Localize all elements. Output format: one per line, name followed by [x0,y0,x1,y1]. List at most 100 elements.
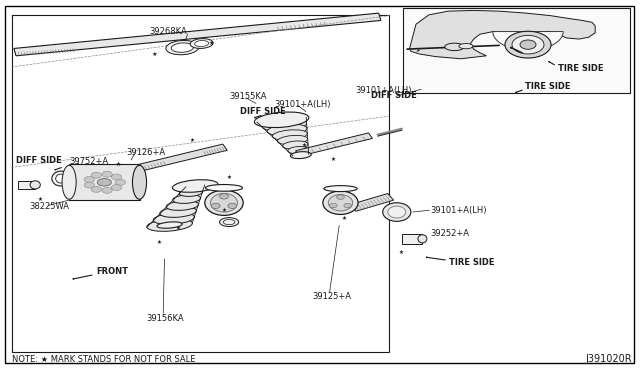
Ellipse shape [520,40,536,49]
Ellipse shape [267,124,307,135]
Ellipse shape [56,174,66,183]
Ellipse shape [323,191,358,214]
Text: 39752+A: 39752+A [69,157,108,166]
Text: DIFF SIDE: DIFF SIDE [240,107,285,116]
Ellipse shape [418,235,427,243]
Text: ★: ★ [152,52,157,57]
Circle shape [84,182,95,188]
Ellipse shape [257,113,307,126]
Ellipse shape [220,218,239,227]
Ellipse shape [157,222,182,228]
Polygon shape [14,13,381,56]
Text: 39125+A: 39125+A [312,292,351,301]
Polygon shape [402,234,422,244]
Text: ★: ★ [175,226,180,231]
Text: TIRE SIDE: TIRE SIDE [449,258,495,267]
Ellipse shape [262,119,307,131]
Circle shape [337,195,344,199]
FancyBboxPatch shape [5,6,634,363]
Text: 39252+A: 39252+A [430,229,469,238]
Text: 39155KA: 39155KA [229,92,267,101]
Ellipse shape [147,219,193,231]
Text: 39268KA: 39268KA [149,27,186,36]
Ellipse shape [30,181,40,189]
Ellipse shape [512,35,544,54]
Text: 39126+A: 39126+A [127,148,166,157]
Text: ★: ★ [209,41,214,46]
Ellipse shape [160,207,196,217]
Polygon shape [18,181,35,189]
Polygon shape [410,10,595,59]
Ellipse shape [172,43,193,52]
Ellipse shape [154,213,195,224]
Text: FRONT: FRONT [96,267,128,276]
Polygon shape [296,133,372,156]
Polygon shape [493,32,563,50]
Ellipse shape [211,193,237,212]
Ellipse shape [52,171,70,186]
Ellipse shape [179,189,203,196]
Ellipse shape [459,44,473,49]
Ellipse shape [383,203,411,221]
Circle shape [92,172,102,178]
Text: J391020R: J391020R [586,355,632,364]
Text: 39101+A(LH): 39101+A(LH) [355,86,412,95]
Ellipse shape [278,135,308,145]
Text: TIRE SIDE: TIRE SIDE [558,64,604,73]
Circle shape [102,187,112,193]
Ellipse shape [195,41,209,46]
Circle shape [220,194,228,199]
Ellipse shape [173,195,200,203]
Ellipse shape [223,219,235,225]
Text: ★: ★ [221,208,227,213]
Ellipse shape [293,152,308,158]
Circle shape [115,179,125,185]
Ellipse shape [288,147,308,154]
Text: 39101+A(LH): 39101+A(LH) [274,100,330,109]
Ellipse shape [328,195,353,211]
Ellipse shape [186,183,205,189]
Text: 39101+A(LH): 39101+A(LH) [430,206,486,215]
Text: TIRE SIDE: TIRE SIDE [525,82,570,91]
Ellipse shape [190,39,213,48]
Text: ★: ★ [189,138,195,143]
Ellipse shape [132,165,147,199]
Polygon shape [350,193,394,211]
Polygon shape [12,15,389,352]
Ellipse shape [445,43,464,51]
Circle shape [211,203,220,208]
Polygon shape [69,164,140,200]
Ellipse shape [283,141,308,149]
Text: 39156KA: 39156KA [146,314,184,323]
Ellipse shape [166,201,198,211]
Circle shape [330,203,337,208]
Text: ★: ★ [37,196,42,202]
Ellipse shape [166,41,199,55]
Text: ★: ★ [116,162,121,167]
Text: ★: ★ [301,143,307,148]
Circle shape [111,185,122,190]
Ellipse shape [97,179,111,186]
Text: 38225WA: 38225WA [29,202,69,211]
Text: ★: ★ [156,240,161,245]
Text: DIFF SIDE: DIFF SIDE [16,156,61,165]
Circle shape [111,174,122,180]
Circle shape [84,176,95,182]
Circle shape [344,203,351,208]
Ellipse shape [205,190,243,215]
Ellipse shape [172,180,218,192]
Ellipse shape [62,165,76,199]
Ellipse shape [388,206,406,218]
Circle shape [91,186,101,192]
Circle shape [102,171,112,177]
Polygon shape [140,144,227,170]
FancyBboxPatch shape [403,8,630,93]
Ellipse shape [505,31,551,58]
Text: NOTE: ★ MARK STANDS FOR NOT FOR SALE: NOTE: ★ MARK STANDS FOR NOT FOR SALE [12,355,195,364]
Text: ★: ★ [330,157,335,162]
Ellipse shape [254,112,309,128]
Text: ★: ★ [398,250,403,256]
Ellipse shape [273,130,307,140]
Text: ★: ★ [227,175,232,180]
Text: DIFF SIDE: DIFF SIDE [371,92,417,100]
